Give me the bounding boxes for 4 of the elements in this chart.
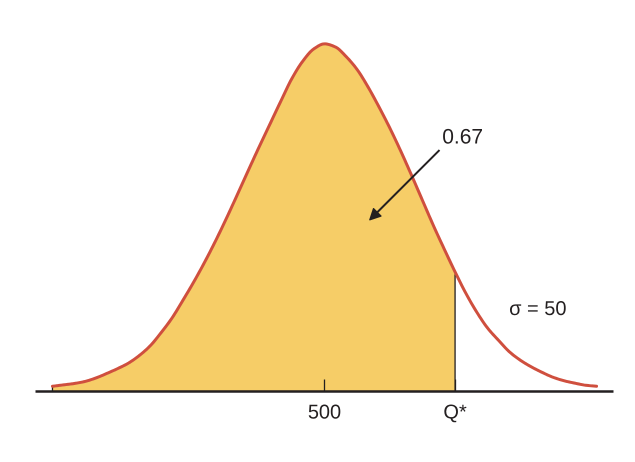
annotation: σ = 50 bbox=[509, 298, 566, 320]
annotation: 0.67 bbox=[442, 125, 484, 148]
x-tick-label: Q* bbox=[443, 402, 467, 424]
x-tick-label: 500 bbox=[308, 402, 342, 424]
